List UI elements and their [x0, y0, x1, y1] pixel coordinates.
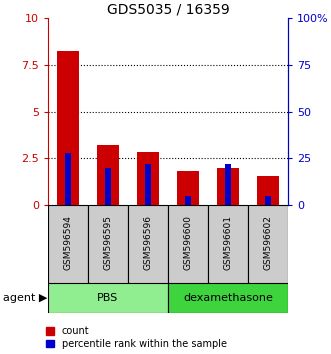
Text: GSM596602: GSM596602 — [263, 215, 272, 270]
Title: GDS5035 / 16359: GDS5035 / 16359 — [107, 2, 229, 17]
Bar — [248, 205, 288, 283]
Text: GSM596594: GSM596594 — [64, 215, 72, 270]
Bar — [168, 283, 288, 313]
Bar — [57, 51, 79, 205]
Bar — [48, 283, 168, 313]
Text: GSM596595: GSM596595 — [104, 215, 113, 270]
Bar — [97, 145, 119, 205]
Bar — [208, 205, 248, 283]
Legend: count, percentile rank within the sample: count, percentile rank within the sample — [46, 326, 227, 349]
Text: PBS: PBS — [97, 293, 118, 303]
Bar — [177, 171, 199, 205]
Bar — [105, 168, 111, 205]
Text: agent ▶: agent ▶ — [3, 293, 48, 303]
Text: GSM596600: GSM596600 — [183, 215, 193, 270]
Bar — [88, 205, 128, 283]
Bar — [168, 205, 208, 283]
Bar — [225, 164, 231, 205]
Text: GSM596596: GSM596596 — [143, 215, 153, 270]
Text: dexamethasone: dexamethasone — [183, 293, 273, 303]
Bar — [128, 205, 168, 283]
Bar — [257, 176, 279, 205]
Text: GSM596601: GSM596601 — [223, 215, 232, 270]
Bar — [265, 196, 271, 205]
Bar — [145, 164, 151, 205]
Bar — [185, 196, 191, 205]
Bar — [48, 205, 88, 283]
Bar — [65, 153, 71, 205]
Bar — [137, 152, 159, 205]
Bar — [217, 168, 239, 205]
